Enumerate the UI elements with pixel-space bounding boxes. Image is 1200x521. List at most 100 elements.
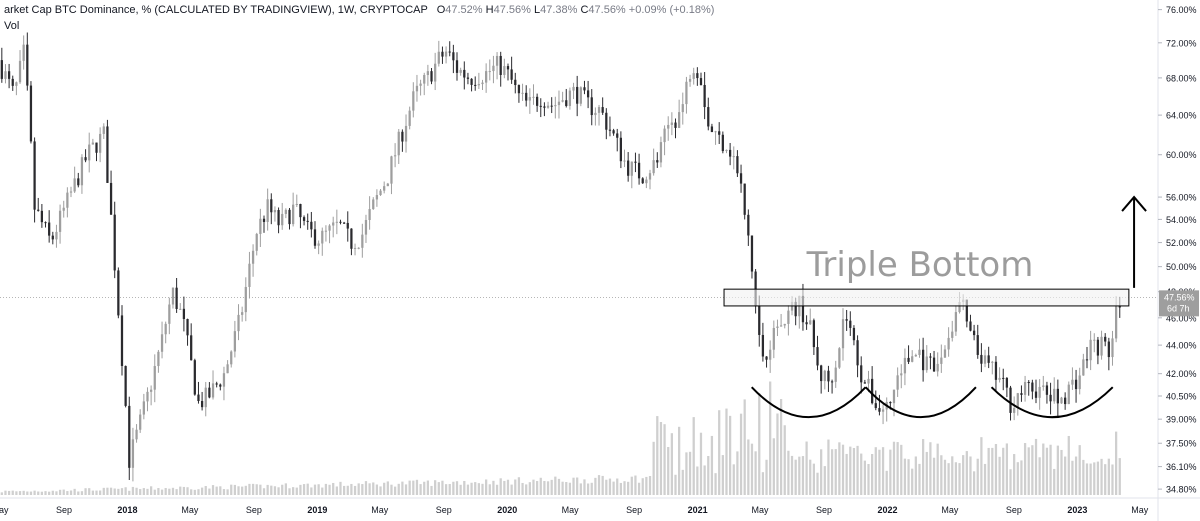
volume-bar [434,480,437,495]
price-axis[interactable]: 76.00% 72.00% 68.00% 64.00% 60.00% 56.00% 54.0… [1157,0,1200,521]
volume-bar [332,482,335,495]
volume-bar [372,482,375,495]
volume-bar [994,444,998,495]
candle-down [124,365,127,406]
candle-down [1056,388,1059,404]
candle-down [120,315,124,366]
candle-down [1096,339,1100,356]
volume-bar [7,490,11,495]
price-tick-label: 46.00% [1166,313,1197,323]
resistance-zone [723,288,1130,307]
candle-down [342,222,346,224]
volume-bar [237,486,240,495]
volume-bar [113,488,116,495]
volume-bar [820,449,823,495]
candle-up [99,133,102,153]
candle-up [903,357,907,374]
candle-down [739,173,743,184]
candle-down [106,126,109,183]
candle-down [994,361,998,380]
time-tick-label: 2018 [117,505,137,515]
volume-bar [426,480,430,495]
volume-bar [892,441,896,495]
candle-down [448,51,451,53]
volume-bar [805,441,808,495]
candle-down [452,52,455,61]
price-tick-label: 72.00% [1166,38,1197,48]
candle-up [772,327,775,350]
volume-bar [1064,456,1067,495]
volume-bar [980,437,983,495]
volume-bar [1038,457,1041,495]
volume-bar [652,441,655,495]
volume-bar [131,486,135,495]
volume-bar [273,486,277,495]
candle-down [466,77,470,79]
candle-up [142,401,145,415]
volume-bar [342,485,346,495]
candle-down [11,78,14,86]
candle-down [40,210,44,223]
volume-bar [871,453,874,495]
volume-bar [219,486,222,495]
volume-bar [58,489,62,495]
candle-up [102,126,105,134]
volume-bar [211,485,215,495]
volume-bar [874,447,877,495]
candle-down [827,370,830,382]
candle-down [830,381,834,383]
candle-up [383,186,386,191]
volume-bar [1031,445,1034,495]
bottom-arc [990,386,1114,418]
candle-up [630,161,633,176]
candle-up [495,55,499,66]
volume-bar [157,488,160,495]
candle-down [270,199,273,213]
candle-up [521,92,524,94]
time-tick-label: May [181,505,199,515]
candle-up [958,302,961,313]
candle-up [69,191,73,193]
candle-up [1114,306,1118,339]
candle-up [688,78,692,82]
volume-bar [15,491,18,495]
candle-up [131,439,135,468]
candle-up [940,357,943,364]
volume-bar [845,453,848,495]
volume-bar [350,483,353,495]
volume-bar [641,478,644,495]
candle-down [517,85,521,94]
candle-down [576,86,579,104]
volume-bar [674,474,677,495]
volume-bar [40,491,44,495]
volume-bar [856,445,859,495]
candle-up [1023,382,1027,395]
volume-bar [153,489,156,495]
volume-bar [120,488,124,495]
candle-up [1071,379,1074,385]
volume-bar [601,475,604,495]
volume-bar [885,470,888,495]
candle-up [918,349,921,355]
price-tick-label: 50.00% [1166,262,1197,272]
volume-bar [769,381,772,495]
candle-up [900,373,903,376]
candle-down [200,401,204,408]
volume-bar [725,408,728,495]
volume-bar [907,459,910,495]
volume-bar [1060,449,1063,495]
candle-down [1049,394,1052,402]
chart-legend: arket Cap BTC Dominance, % (CALCULATED B… [4,4,714,16]
time-axis[interactable]: May Sep 2018 May Sep 2019 May Sep 2020 May Sep 2021… [0,497,1200,515]
volume-bar [838,442,841,495]
candle-up [485,71,488,83]
candle-down [794,301,797,317]
volume-bar [255,484,258,495]
volume-bar [233,484,237,495]
candle-up [725,149,728,152]
price-tick-label: 68.00% [1166,73,1197,83]
volume-bar [849,446,852,495]
candle-down [455,60,459,73]
volume-bar [415,479,419,495]
